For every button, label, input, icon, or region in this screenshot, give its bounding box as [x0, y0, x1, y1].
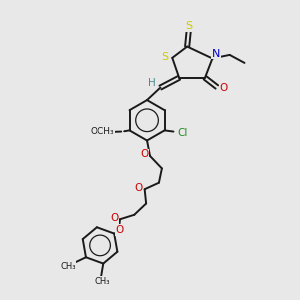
- Text: O: O: [219, 82, 227, 93]
- Text: S: S: [161, 52, 168, 62]
- Text: N: N: [212, 49, 220, 59]
- Text: CH₃: CH₃: [94, 277, 110, 286]
- Text: Cl: Cl: [177, 128, 188, 138]
- Text: S: S: [185, 21, 192, 32]
- Text: O: O: [116, 225, 124, 235]
- Text: OCH₃: OCH₃: [91, 128, 115, 136]
- Text: CH₃: CH₃: [60, 262, 76, 271]
- Text: H: H: [148, 78, 156, 88]
- Text: O: O: [110, 213, 118, 223]
- Text: O: O: [140, 149, 148, 159]
- Text: O: O: [135, 183, 143, 193]
